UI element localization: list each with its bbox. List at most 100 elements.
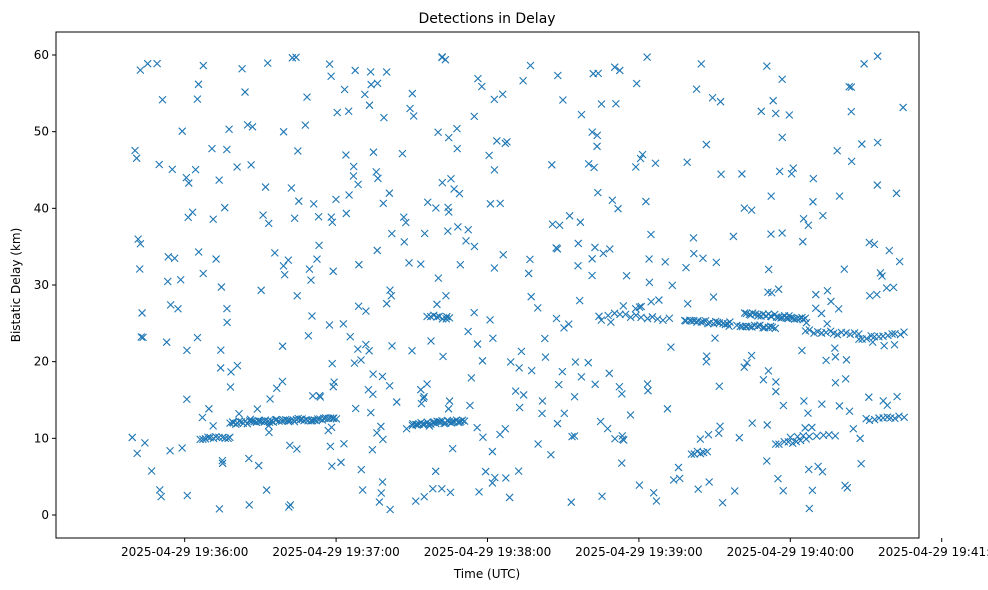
data-point-marker bbox=[868, 338, 877, 347]
data-point-marker bbox=[442, 312, 451, 321]
data-point-marker bbox=[264, 219, 273, 228]
data-point-marker bbox=[460, 417, 469, 425]
data-point-marker bbox=[246, 415, 255, 424]
data-point-marker bbox=[166, 446, 174, 455]
data-point-marker bbox=[604, 311, 613, 320]
data-point-marker bbox=[805, 432, 814, 441]
data-point-marker bbox=[857, 140, 866, 148]
data-point-marker bbox=[595, 312, 603, 321]
data-point-marker bbox=[182, 173, 191, 182]
data-point-marker bbox=[771, 378, 780, 386]
data-point-marker bbox=[470, 308, 479, 317]
data-point-marker bbox=[140, 438, 149, 447]
data-point-marker bbox=[818, 467, 827, 476]
data-point-marker bbox=[193, 95, 202, 104]
data-point-marker bbox=[354, 180, 362, 189]
data-point-marker bbox=[576, 218, 585, 227]
data-point-marker bbox=[496, 199, 505, 208]
data-point-marker bbox=[778, 133, 787, 142]
data-point-marker bbox=[774, 474, 782, 483]
data-point-marker bbox=[329, 414, 338, 423]
data-point-marker bbox=[873, 181, 882, 189]
data-point-marker bbox=[645, 255, 653, 263]
data-point-marker bbox=[862, 334, 871, 343]
data-point-marker bbox=[223, 318, 231, 327]
data-point-marker bbox=[831, 352, 840, 361]
data-point-marker bbox=[748, 309, 757, 317]
data-point-marker bbox=[447, 174, 455, 183]
data-point-marker bbox=[647, 230, 655, 239]
data-point-marker bbox=[420, 492, 429, 501]
data-point-marker bbox=[419, 394, 428, 403]
data-point-marker bbox=[812, 432, 821, 440]
data-point-marker bbox=[526, 61, 535, 70]
data-point-marker bbox=[153, 59, 162, 68]
data-point-marker bbox=[278, 342, 287, 351]
data-point-marker bbox=[398, 149, 407, 158]
data-point-marker bbox=[227, 368, 235, 376]
data-point-marker bbox=[668, 281, 677, 290]
data-point-marker bbox=[605, 369, 614, 378]
data-point-marker bbox=[714, 429, 723, 438]
data-point-marker bbox=[168, 165, 177, 174]
data-point-marker bbox=[835, 192, 844, 201]
data-point-marker bbox=[501, 139, 510, 148]
data-point-marker bbox=[626, 313, 635, 322]
data-point-marker bbox=[157, 492, 166, 501]
data-point-marker bbox=[473, 423, 482, 432]
data-point-marker bbox=[163, 277, 172, 286]
data-point-marker bbox=[378, 478, 387, 486]
data-point-marker bbox=[405, 259, 413, 267]
data-point-marker bbox=[485, 151, 493, 160]
data-point-marker bbox=[216, 346, 225, 355]
data-point-marker bbox=[574, 261, 582, 270]
data-point-marker bbox=[136, 239, 145, 248]
data-point-marker bbox=[373, 174, 382, 183]
data-point-marker bbox=[857, 459, 866, 468]
data-point-marker bbox=[302, 415, 310, 424]
data-point-marker bbox=[373, 429, 381, 437]
data-point-marker bbox=[235, 417, 244, 426]
data-point-marker bbox=[303, 93, 311, 102]
data-point-marker bbox=[643, 53, 652, 62]
data-point-marker bbox=[593, 131, 602, 140]
y-tick-label: 40 bbox=[34, 201, 49, 215]
data-point-marker bbox=[798, 346, 806, 355]
data-point-marker bbox=[890, 340, 899, 349]
data-point-marker bbox=[899, 103, 908, 112]
data-point-marker bbox=[462, 236, 470, 245]
data-point-marker bbox=[378, 372, 387, 381]
data-point-marker bbox=[888, 330, 896, 338]
data-point-marker bbox=[332, 195, 340, 204]
data-point-marker bbox=[519, 391, 528, 399]
data-point-marker bbox=[697, 60, 706, 68]
data-point-marker bbox=[617, 390, 626, 398]
data-point-marker bbox=[715, 382, 724, 391]
data-point-marker bbox=[855, 335, 863, 344]
data-point-marker bbox=[433, 300, 441, 309]
data-point-marker bbox=[568, 432, 576, 441]
data-point-marker bbox=[610, 63, 619, 72]
data-point-marker bbox=[873, 52, 882, 61]
data-point-marker bbox=[448, 444, 457, 453]
data-point-marker bbox=[845, 82, 854, 91]
data-point-marker bbox=[498, 90, 507, 99]
data-point-marker bbox=[481, 467, 490, 476]
data-point-marker bbox=[209, 215, 218, 224]
data-point-marker bbox=[470, 242, 479, 251]
data-point-marker bbox=[342, 151, 350, 159]
data-point-marker bbox=[764, 366, 773, 375]
data-point-marker bbox=[366, 68, 375, 76]
data-point-marker bbox=[408, 346, 416, 355]
data-point-marker bbox=[248, 122, 257, 131]
plot-area bbox=[55, 31, 920, 539]
data-point-marker bbox=[635, 481, 644, 490]
y-tick-label: 50 bbox=[34, 125, 49, 139]
data-point-marker bbox=[279, 127, 288, 136]
data-point-marker bbox=[184, 213, 193, 222]
data-point-marker bbox=[270, 248, 279, 257]
data-point-marker bbox=[784, 438, 793, 446]
data-point-marker bbox=[139, 333, 147, 342]
data-point-marker bbox=[870, 415, 879, 424]
data-point-marker bbox=[136, 66, 145, 75]
